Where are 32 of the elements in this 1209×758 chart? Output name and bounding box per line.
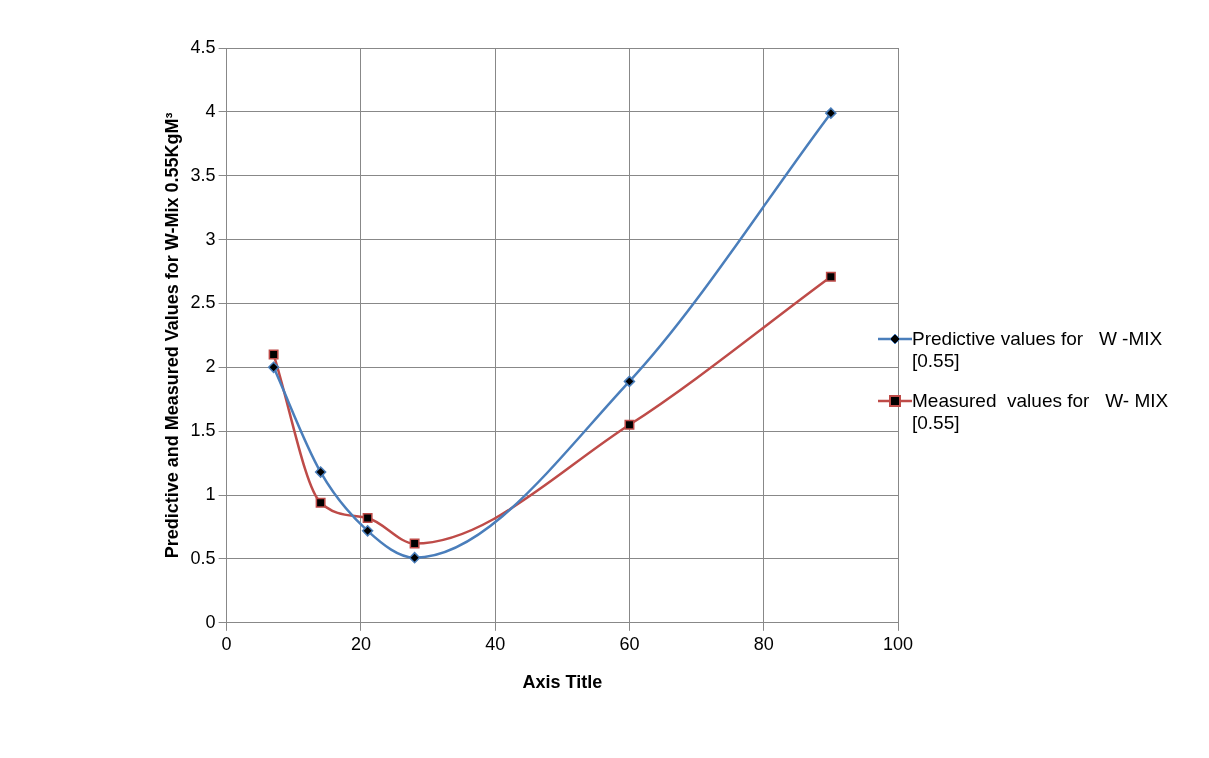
- y-tick-label: 2.5: [190, 292, 216, 313]
- y-tick-label: 1.5: [190, 420, 216, 441]
- point: [361, 525, 374, 537]
- x-tick-label: 20: [350, 633, 371, 654]
- point: [267, 361, 280, 374]
- y-tick-label: 2: [205, 356, 216, 377]
- y-tick-label: 4.5: [190, 36, 216, 57]
- legend-label: Predictive values for W -MIX [0.55]: [912, 328, 1164, 372]
- y-tick-label: 1: [205, 484, 216, 505]
- point: [623, 375, 636, 388]
- x-tick-label: 40: [485, 633, 506, 654]
- x-tick-label: 0: [221, 633, 232, 654]
- point: [825, 107, 837, 119]
- point: [624, 419, 635, 430]
- y-tick-label: 0: [205, 611, 216, 632]
- point: [362, 513, 373, 524]
- point: [825, 271, 836, 282]
- x-axis-title: Axis Title: [522, 672, 603, 693]
- point: [268, 349, 279, 360]
- y-tick-label: 3: [205, 228, 216, 249]
- x-tick-label: 100: [882, 633, 914, 654]
- point: [409, 538, 420, 549]
- legend-label: Measured values for W- MIX [0.55]: [912, 390, 1170, 434]
- x-tick-label: 80: [753, 633, 774, 654]
- y-axis-title: Predictive and Measured Values for W-Mix 0.55KgM³: [161, 112, 182, 559]
- y-tick-label: 0.5: [190, 547, 216, 568]
- y-tick-label: 3.5: [190, 164, 216, 185]
- x-tick-label: 60: [619, 633, 640, 654]
- point: [408, 551, 421, 564]
- point: [315, 497, 326, 508]
- y-tick-label: 4: [205, 100, 216, 121]
- point: [314, 466, 327, 478]
